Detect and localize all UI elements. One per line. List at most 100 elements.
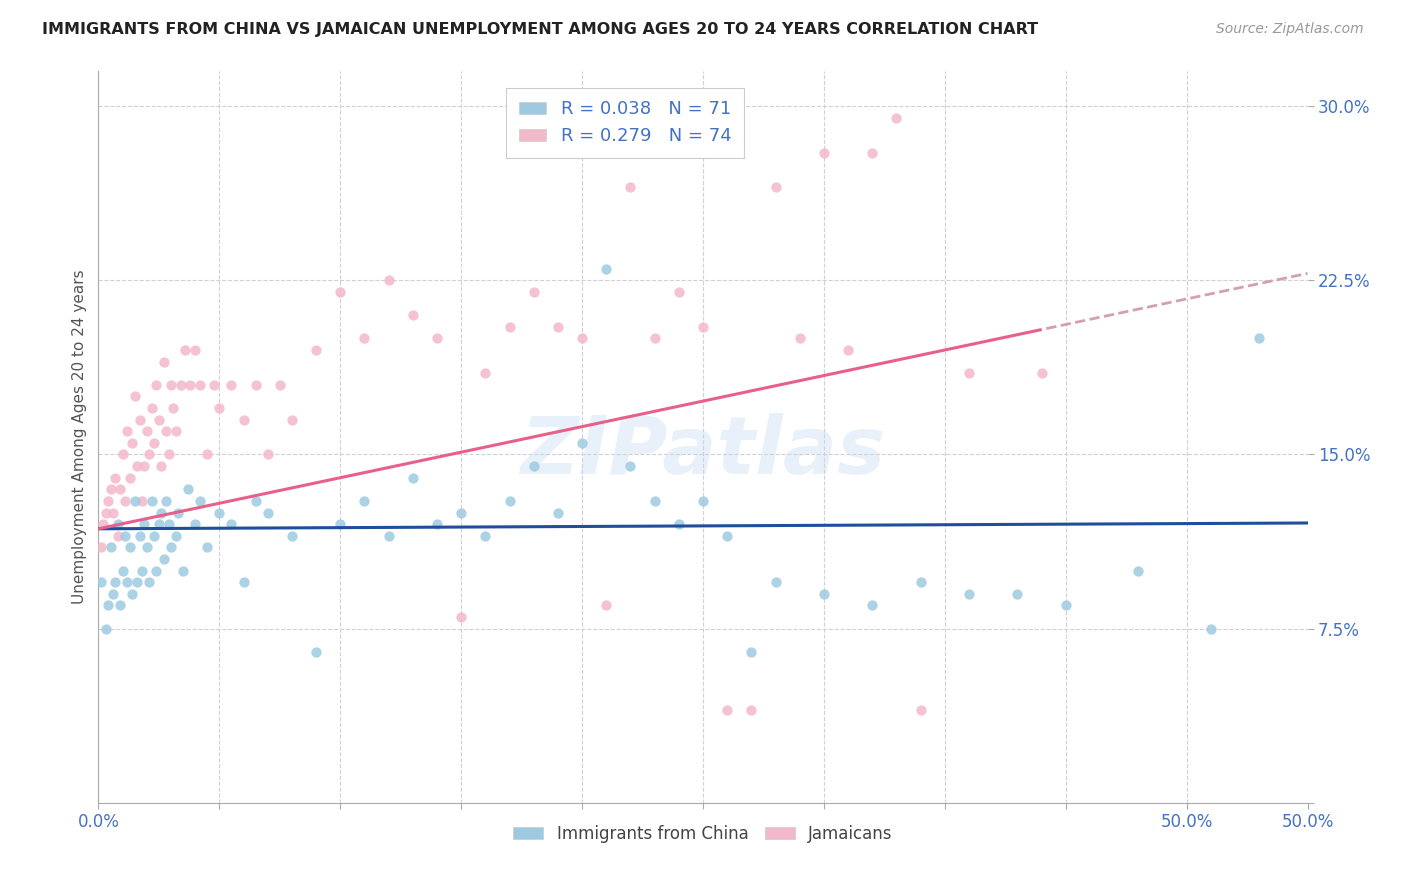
Point [195, 448, 218, 462]
Point [148, 517, 170, 532]
Point [152, 552, 174, 566]
Point [127, 459, 149, 474]
Point [117, 575, 139, 590]
Point [474, 366, 496, 380]
Point [160, 541, 183, 555]
Point [148, 412, 170, 426]
Point [716, 529, 738, 543]
Point [118, 471, 141, 485]
Point [94, 506, 117, 520]
Point [402, 471, 425, 485]
Point [353, 331, 375, 345]
Point [269, 377, 291, 392]
Point [813, 587, 835, 601]
Point [860, 145, 883, 160]
Point [114, 494, 136, 508]
Point [245, 494, 267, 508]
Point [765, 180, 787, 194]
Point [498, 319, 520, 334]
Point [329, 285, 352, 299]
Point [353, 494, 375, 508]
Point [157, 448, 180, 462]
Point [402, 308, 425, 322]
Point [450, 610, 472, 624]
Point [1031, 366, 1053, 380]
Point [131, 564, 153, 578]
Point [740, 703, 762, 717]
Point [117, 424, 139, 438]
Point [167, 506, 190, 520]
Point [165, 424, 187, 438]
Point [143, 436, 166, 450]
Point [426, 331, 449, 345]
Point [150, 506, 173, 520]
Point [155, 494, 177, 508]
Point [208, 401, 231, 415]
Point [547, 506, 569, 520]
Point [305, 343, 328, 357]
Point [1249, 331, 1271, 345]
Point [221, 517, 243, 532]
Point [221, 377, 243, 392]
Point [692, 494, 714, 508]
Point [377, 529, 399, 543]
Point [124, 389, 146, 403]
Point [90, 541, 112, 555]
Point [138, 575, 160, 590]
Point [184, 517, 207, 532]
Point [692, 319, 714, 334]
Point [135, 424, 157, 438]
Point [135, 541, 157, 555]
Point [152, 354, 174, 368]
Point [644, 331, 666, 345]
Point [860, 599, 883, 613]
Point [1007, 587, 1029, 601]
Point [111, 564, 134, 578]
Point [595, 261, 617, 276]
Point [172, 564, 194, 578]
Point [329, 517, 352, 532]
Point [134, 459, 156, 474]
Point [305, 645, 328, 659]
Point [128, 529, 150, 543]
Point [124, 494, 146, 508]
Point [668, 285, 690, 299]
Point [101, 506, 124, 520]
Point [165, 529, 187, 543]
Point [450, 506, 472, 520]
Point [426, 517, 449, 532]
Point [837, 343, 859, 357]
Point [141, 401, 163, 415]
Point [145, 377, 167, 392]
Point [740, 645, 762, 659]
Point [232, 575, 254, 590]
Point [204, 377, 226, 392]
Point [523, 459, 546, 474]
Point [111, 448, 134, 462]
Point [179, 377, 201, 392]
Point [957, 366, 980, 380]
Point [474, 529, 496, 543]
Point [245, 377, 267, 392]
Point [107, 529, 129, 543]
Point [90, 575, 112, 590]
Point [256, 506, 278, 520]
Point [886, 111, 908, 125]
Point [121, 587, 143, 601]
Point [523, 285, 546, 299]
Point [232, 412, 254, 426]
Point [155, 424, 177, 438]
Point [188, 377, 211, 392]
Point [127, 575, 149, 590]
Point [134, 517, 156, 532]
Point [195, 541, 218, 555]
Point [91, 517, 114, 532]
Point [910, 703, 932, 717]
Point [157, 517, 180, 532]
Point [571, 331, 593, 345]
Point [100, 483, 122, 497]
Point [668, 517, 690, 532]
Point [184, 343, 207, 357]
Point [162, 401, 184, 415]
Point [97, 599, 120, 613]
